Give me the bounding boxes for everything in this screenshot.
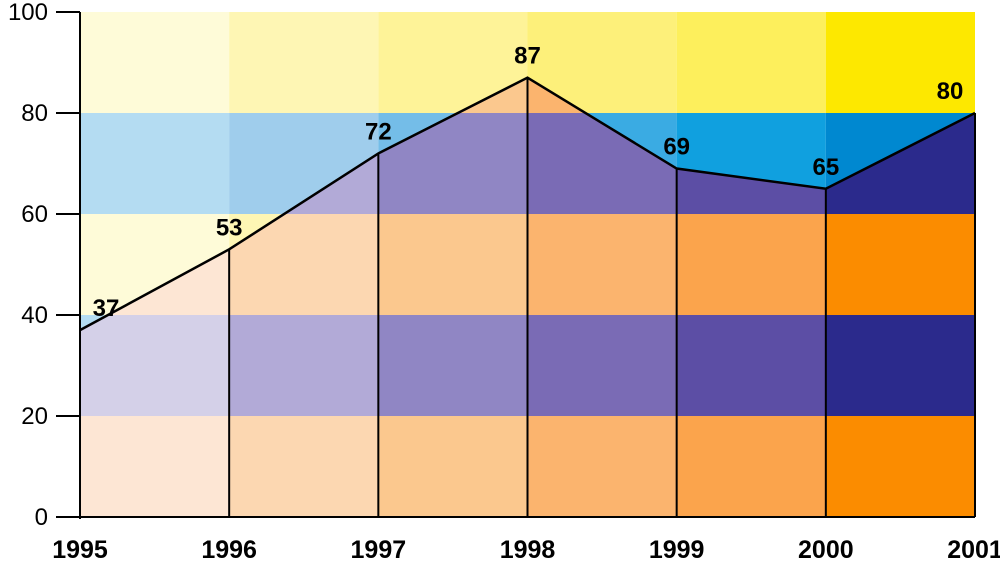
x-tick-label: 1999 (649, 536, 705, 562)
y-tick-label: 60 (21, 201, 48, 228)
band-below (676, 168, 826, 214)
data-label: 72 (365, 118, 392, 145)
band-above (80, 12, 230, 113)
band-below (825, 315, 975, 416)
band-below (378, 315, 528, 416)
band-below (80, 315, 230, 416)
band-below (825, 416, 975, 517)
band-below (378, 416, 528, 517)
x-tick-label: 1997 (351, 536, 407, 562)
y-tick-label: 100 (8, 0, 48, 26)
y-tick-label: 80 (21, 100, 48, 127)
band-below (378, 214, 528, 315)
band-below (378, 113, 528, 214)
band-below (229, 416, 379, 517)
y-tick-label: 20 (21, 403, 48, 430)
x-tick-label: 1996 (201, 536, 257, 562)
data-label: 53 (216, 214, 243, 241)
y-tick-label: 40 (21, 302, 48, 329)
year-dividers (228, 77, 827, 517)
data-label: 37 (93, 295, 120, 322)
band-below (825, 214, 975, 315)
y-tick-label: 0 (35, 504, 48, 531)
x-tick-label: 2000 (798, 536, 854, 562)
x-tick-label: 2001 (947, 536, 1000, 562)
data-label: 65 (812, 154, 839, 181)
band-above (229, 12, 379, 113)
data-label: 87 (514, 43, 541, 70)
axes: 0 20 40 60 80 100 1995 1996 1997 1998 1999 2000 2001 (8, 0, 1000, 562)
band-below (527, 315, 677, 416)
band-below (527, 113, 677, 214)
band-below (527, 214, 677, 315)
band-above (825, 12, 975, 113)
band-below (825, 113, 975, 214)
series-line (79, 76, 976, 332)
data-labels: 37 53 72 87 69 65 80 (93, 43, 964, 322)
band-below (676, 214, 826, 315)
band-below (527, 416, 677, 517)
band-above (80, 113, 230, 214)
x-tick-label: 1998 (500, 536, 556, 562)
series-polyline (79, 76, 976, 332)
band-below (229, 214, 379, 315)
data-label: 69 (663, 134, 690, 161)
band-above (676, 12, 826, 113)
band-below (676, 416, 826, 517)
x-tick-label: 1995 (52, 536, 108, 562)
band-below (80, 416, 230, 517)
band-below (229, 315, 379, 416)
data-label: 80 (937, 78, 964, 105)
band-below (676, 315, 826, 416)
